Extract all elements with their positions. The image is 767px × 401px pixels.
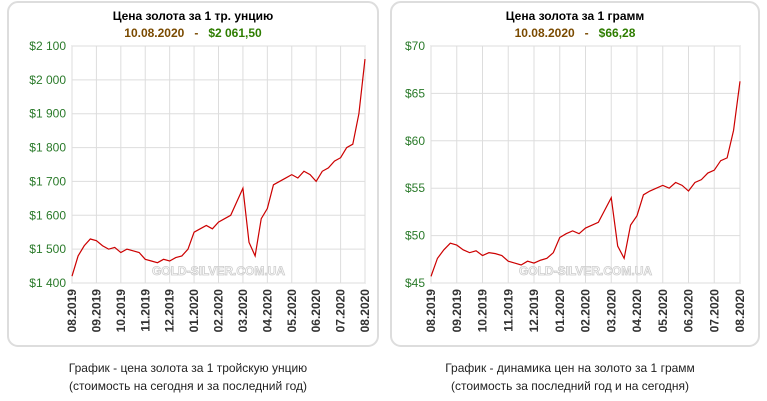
x-tick-label: 05.2020 xyxy=(656,289,670,333)
price: $66,28 xyxy=(599,26,636,40)
x-tick-label: 11.2019 xyxy=(501,289,515,332)
x-tick-label: 08.2019 xyxy=(424,289,438,333)
y-tick-label: $70 xyxy=(405,39,425,53)
x-tick-label: 05.2020 xyxy=(285,289,299,333)
x-tick-label: 03.2020 xyxy=(604,289,618,333)
y-tick-label: $1 800 xyxy=(29,141,66,155)
x-tick-label: 10.2019 xyxy=(114,289,128,333)
x-tick-label: 06.2020 xyxy=(682,289,696,333)
caption: (стоимость за последний год и на сегодня… xyxy=(451,379,689,393)
subtitle: 10.08.2020- $66,28 xyxy=(515,26,636,40)
x-tick-label: 01.2020 xyxy=(553,289,567,333)
price-line xyxy=(430,81,741,277)
x-tick-label: 09.2019 xyxy=(450,289,464,333)
x-tick-label: 07.2020 xyxy=(707,289,721,333)
price-line xyxy=(71,58,366,277)
x-tick-label: 08.2020 xyxy=(358,289,372,333)
caption: График - цена золота за 1 тройскую унцию xyxy=(69,361,307,375)
watermark: GOLD-SILVER.COM.UA xyxy=(519,264,652,278)
x-tick-label: 12.2019 xyxy=(163,289,177,333)
x-tick-label: 02.2020 xyxy=(212,289,226,333)
y-tick-label: $1 700 xyxy=(29,174,66,188)
price: $2 061,50 xyxy=(208,26,262,40)
y-tick-label: $2 000 xyxy=(29,73,66,87)
y-tick-label: $1 900 xyxy=(29,107,66,121)
x-tick-label: 03.2020 xyxy=(236,289,250,333)
y-tick-label: $1 600 xyxy=(29,208,66,222)
y-tick-label: $45 xyxy=(405,276,425,290)
separator: - xyxy=(585,26,589,40)
x-tick-label: 08.2019 xyxy=(65,289,79,333)
x-tick-label: 11.2019 xyxy=(138,289,152,332)
chart-title: Цена золота за 1 тр. унцию xyxy=(113,9,274,23)
x-tick-label: 04.2020 xyxy=(260,289,274,333)
date: 10.08.2020 xyxy=(515,26,575,40)
subtitle: 10.08.2020- $2 061,50 xyxy=(124,26,262,40)
x-tick-label: 09.2019 xyxy=(89,289,103,333)
chart-title: Цена золота за 1 грамм xyxy=(506,9,645,23)
x-tick-label: 04.2020 xyxy=(630,289,644,333)
y-tick-label: $2 100 xyxy=(29,39,66,53)
x-tick-label: 06.2020 xyxy=(309,289,323,333)
caption: (стоимость на сегодня и за последний год… xyxy=(69,379,307,393)
date: 10.08.2020 xyxy=(124,26,184,40)
y-tick-label: $1 400 xyxy=(29,276,66,290)
x-tick-label: 10.2019 xyxy=(476,289,490,333)
separator: - xyxy=(194,26,198,40)
x-tick-label: 01.2020 xyxy=(187,289,201,333)
x-tick-label: 07.2020 xyxy=(334,289,348,333)
y-tick-label: $55 xyxy=(405,181,425,195)
y-tick-label: $65 xyxy=(405,86,425,100)
watermark: GOLD-SILVER.COM.UA xyxy=(152,264,285,278)
x-tick-label: 02.2020 xyxy=(579,289,593,333)
caption: График - динамика цен на золото за 1 гра… xyxy=(445,361,695,375)
y-tick-label: $50 xyxy=(405,229,425,243)
y-tick-label: $1 500 xyxy=(29,242,66,256)
x-tick-label: 08.2020 xyxy=(733,289,747,333)
y-tick-label: $60 xyxy=(405,134,425,148)
x-tick-label: 12.2019 xyxy=(527,289,541,333)
